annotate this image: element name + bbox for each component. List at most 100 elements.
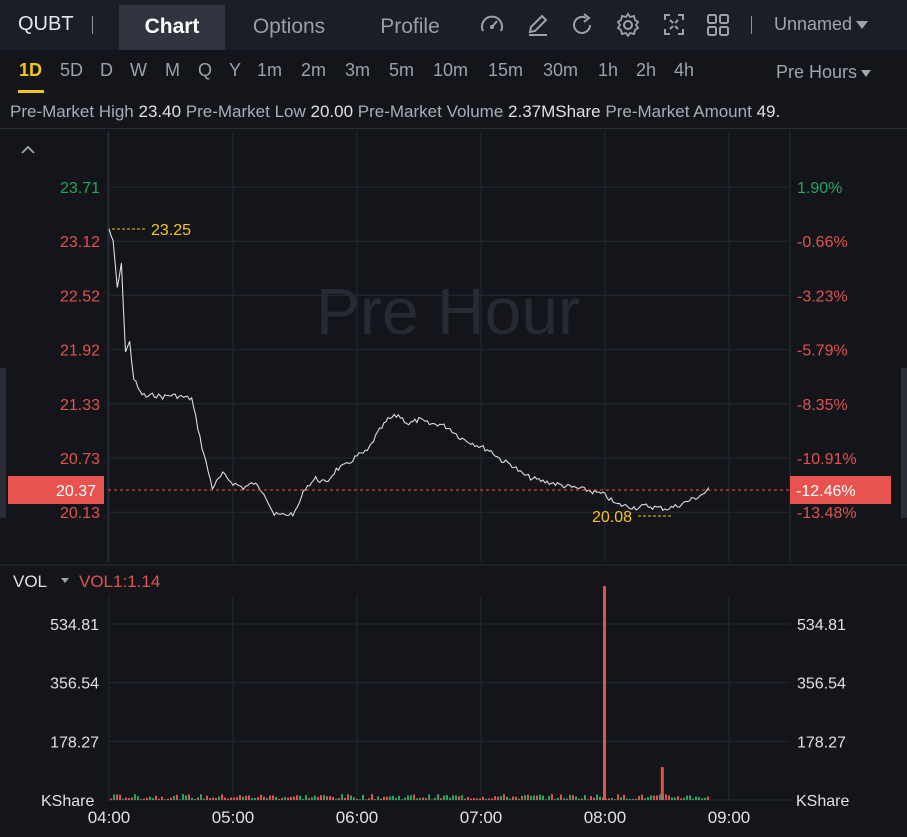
volume-bar: [665, 794, 667, 800]
chevron-down-icon[interactable]: [61, 578, 69, 583]
volume-bar: [503, 794, 505, 800]
interval-15m[interactable]: 15m: [488, 60, 524, 80]
volume-bar: [338, 798, 340, 800]
interval-1h[interactable]: 1h: [598, 60, 619, 80]
chart-grid: [107, 132, 791, 800]
gear-icon[interactable]: [616, 12, 640, 38]
volume-bar: [707, 796, 709, 800]
pct-tick-label: -3.23%: [797, 288, 848, 305]
layout-grid-icon[interactable]: [706, 12, 730, 38]
tab-chart[interactable]: Chart: [119, 5, 225, 50]
pct-tick-label: -8.35%: [797, 397, 848, 414]
volume-bar: [341, 794, 343, 800]
volume-bar: [695, 796, 697, 800]
volume-bar: [374, 799, 376, 800]
volume-bar: [467, 797, 469, 800]
refresh-icon[interactable]: [570, 12, 594, 38]
volume-bar: [527, 794, 529, 800]
stat-low-value: 20.00: [310, 102, 354, 121]
volume-bar: [500, 796, 502, 800]
session-watermark: Pre Hour: [316, 274, 580, 348]
session-label: Pre Hours: [776, 62, 858, 82]
volume-bar: [287, 797, 289, 800]
volume-bar: [674, 797, 676, 800]
volume-bar: [308, 798, 310, 800]
volume-bar: [419, 797, 421, 800]
volume-bar: [323, 795, 325, 800]
price-tick-label: 23.71: [60, 180, 100, 197]
volume-bar: [482, 796, 484, 800]
interval-m[interactable]: M: [165, 60, 180, 80]
tab-profile[interactable]: Profile: [380, 15, 440, 38]
interval-4h[interactable]: 4h: [674, 60, 695, 80]
volume-bar: [131, 797, 133, 800]
interval-d[interactable]: D: [100, 60, 113, 80]
gauge-icon[interactable]: [480, 12, 504, 38]
volume-bar: [569, 794, 571, 800]
volume-bar: [560, 794, 562, 800]
volume-tick-label: 534.81: [50, 617, 99, 634]
interval-10m[interactable]: 10m: [433, 60, 469, 80]
volume-bar: [320, 795, 322, 800]
interval-w[interactable]: W: [130, 60, 147, 80]
collapse-chevron-icon[interactable]: [21, 145, 35, 154]
interval-5d[interactable]: 5D: [60, 60, 84, 80]
volume-bar: [647, 797, 649, 800]
chevron-down-icon: [861, 69, 872, 77]
volume-bar: [236, 797, 238, 800]
volume-tick-label: 356.54: [797, 676, 846, 693]
interval-q[interactable]: Q: [198, 60, 213, 80]
volume-bar: [290, 796, 292, 800]
volume-bar: [230, 797, 232, 800]
fullscreen-icon[interactable]: [662, 12, 686, 38]
volume-bar: [146, 797, 148, 800]
volume-bar: [395, 797, 397, 800]
stat-low-label: Pre-Market Low: [185, 102, 306, 121]
volume-bar: [428, 794, 430, 800]
volume-bar: [623, 794, 625, 800]
layout-name-dropdown[interactable]: Unnamed: [774, 14, 869, 35]
volume-bar: [206, 795, 208, 800]
volume-bar: [698, 797, 700, 800]
volume-bar: [704, 797, 706, 800]
interval-5m[interactable]: 5m: [389, 60, 415, 80]
interval-1m[interactable]: 1m: [257, 60, 283, 80]
volume-bar: [170, 797, 172, 800]
volume-bar: [557, 797, 559, 800]
interval-y[interactable]: Y: [229, 60, 242, 80]
interval-2h[interactable]: 2h: [636, 60, 657, 80]
tab-options[interactable]: Options: [252, 15, 326, 38]
volume-bar: [470, 798, 472, 800]
volume-bar: [476, 798, 478, 800]
volume-bar: [680, 798, 682, 800]
interval-30m[interactable]: 30m: [543, 60, 579, 80]
volume-bar: [596, 794, 598, 800]
current-price-tag: [8, 476, 104, 504]
volume-bar: [485, 798, 487, 800]
volume-bar: [137, 796, 139, 800]
volume-bar: [239, 795, 241, 800]
interval-2m[interactable]: 2m: [301, 60, 327, 80]
interval-1d[interactable]: 1D: [19, 60, 43, 80]
tools-separator: [751, 16, 752, 34]
left-panel-handle[interactable]: [0, 368, 6, 518]
volume-bar: [386, 796, 388, 800]
volume-bar: [587, 799, 589, 800]
price-tick-label: 23.12: [60, 234, 100, 251]
stat-high-value: 23.40: [138, 102, 182, 121]
pencil-icon[interactable]: [526, 12, 550, 38]
volume-bar: [659, 794, 661, 800]
price-tick-label: 20.13: [60, 505, 100, 522]
interval-3m[interactable]: 3m: [345, 60, 371, 80]
volume-bar: [296, 795, 298, 800]
volume-bar: [473, 798, 475, 800]
volume-bar: [692, 798, 694, 800]
volume-bar: [155, 795, 157, 800]
session-dropdown[interactable]: Pre Hours: [776, 62, 872, 83]
volume-bar: [617, 794, 619, 800]
volume-bar: [563, 798, 565, 800]
ticker-symbol[interactable]: QUBT: [18, 13, 74, 35]
volume-label[interactable]: VOL: [13, 572, 47, 591]
right-panel-handle[interactable]: [901, 368, 907, 518]
